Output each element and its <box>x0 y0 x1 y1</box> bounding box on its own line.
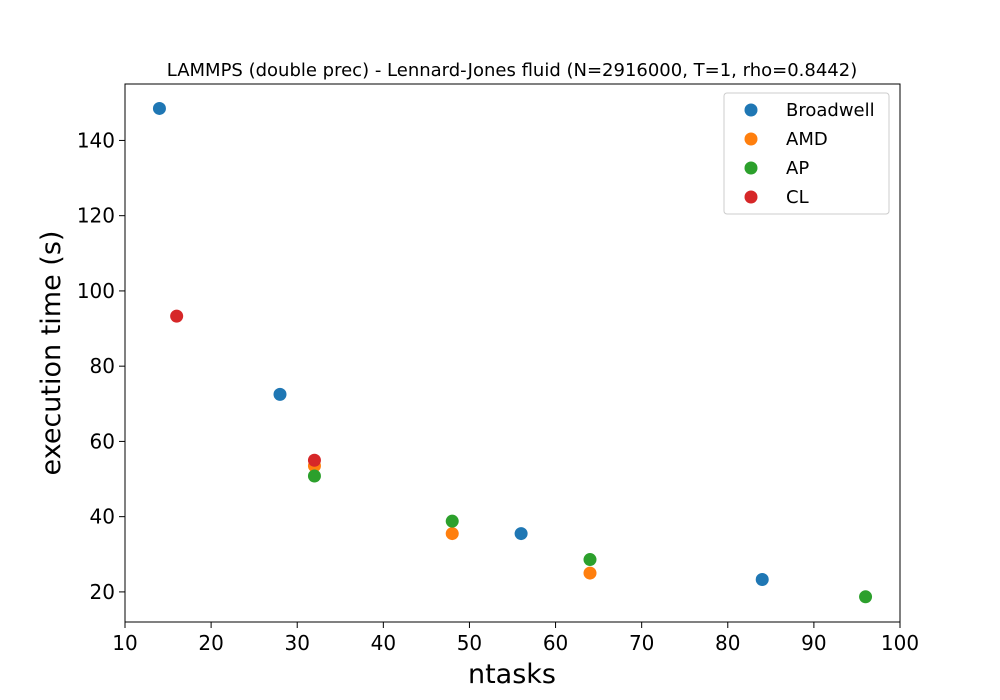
legend-marker-ap <box>744 161 758 175</box>
legend-label-cl: CL <box>786 187 809 208</box>
y-axis-ticks: 20 40 60 80 100 120 140 <box>77 128 125 604</box>
x-tick-label: 60 <box>543 631 568 655</box>
x-axis-label: ntasks <box>468 659 556 690</box>
x-tick-label: 50 <box>457 631 482 655</box>
y-tick-label: 120 <box>77 204 115 228</box>
y-tick-label: 100 <box>77 279 115 303</box>
x-tick-label: 100 <box>881 631 919 655</box>
data-point-amd <box>583 566 597 580</box>
y-axis-label: execution time (s) <box>36 231 67 476</box>
legend-frame <box>723 92 890 215</box>
legend-marker-cl <box>744 190 758 204</box>
legend-marker-amd <box>744 132 758 146</box>
data-point-ap <box>859 590 873 604</box>
data-point-ap <box>583 553 597 567</box>
x-tick-label: 30 <box>284 631 309 655</box>
x-tick-label: 20 <box>198 631 223 655</box>
legend-label-broadwell: Broadwell <box>786 100 875 121</box>
x-tick-label: 90 <box>801 631 826 655</box>
plot-frame <box>124 83 901 623</box>
y-tick-label: 80 <box>90 354 115 378</box>
data-point-ap <box>445 514 459 528</box>
y-tick-label: 40 <box>90 505 115 529</box>
chart-title: LAMMPS (double prec) - Lennard-Jones flu… <box>167 60 857 81</box>
data-point-broadwell <box>273 387 287 401</box>
data-point-broadwell <box>514 527 528 541</box>
data-point-broadwell <box>152 101 166 115</box>
data-point-cl <box>170 309 184 323</box>
legend-label-amd: AMD <box>786 129 828 150</box>
data-point-broadwell <box>755 572 769 586</box>
legend-label-ap: AP <box>786 158 809 179</box>
x-tick-label: 80 <box>715 631 740 655</box>
legend-marker-broadwell <box>744 103 758 117</box>
data-points <box>152 101 873 604</box>
x-tick-label: 70 <box>629 631 654 655</box>
x-axis-ticks: 10 20 30 40 50 60 70 80 90 100 <box>112 622 919 655</box>
y-tick-label: 20 <box>90 580 115 604</box>
x-tick-label: 10 <box>112 631 137 655</box>
data-point-cl <box>307 453 321 467</box>
data-point-ap <box>307 469 321 483</box>
data-point-amd <box>445 527 459 541</box>
y-tick-label: 60 <box>90 429 115 453</box>
legend: Broadwell AMD AP CL <box>723 92 890 215</box>
y-tick-label: 140 <box>77 128 115 152</box>
x-tick-label: 40 <box>371 631 396 655</box>
